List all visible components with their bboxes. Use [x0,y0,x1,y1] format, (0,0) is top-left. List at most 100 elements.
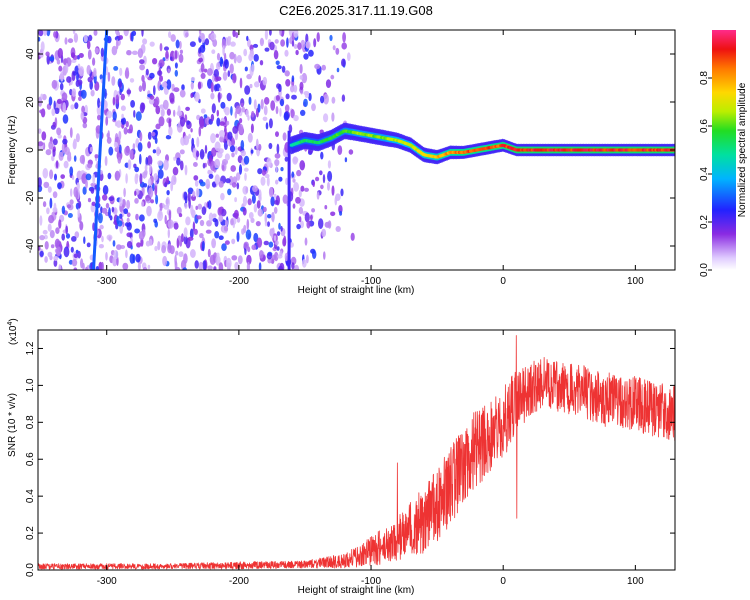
noise-blob [83,236,86,244]
noise-blob [83,34,88,43]
noise-blob [262,76,268,86]
noise-blob [61,205,66,215]
noise-blob [269,41,275,51]
noise-blob [101,261,104,270]
noise-blob [190,81,194,90]
noise-blob [49,230,55,239]
noise-blob [224,240,230,245]
colorbar-tick-label: 0.8 [699,71,710,85]
noise-blob [175,39,180,49]
noise-blob [347,52,351,61]
noise-blob [48,141,54,150]
noise-blob [327,181,330,191]
noise-blob [300,109,306,116]
noise-blob [80,258,84,269]
noise-blob [305,41,311,49]
noise-blob [71,88,77,97]
noise-blob [335,226,341,232]
noise-blob [220,192,225,201]
noise-blob [164,46,169,51]
noise-blob [293,115,299,122]
snr-frame [37,329,676,571]
noise-blob [72,30,76,35]
noise-blob [100,47,105,57]
noise-blob [104,155,108,167]
noise-blob [247,198,252,206]
noise-blob [123,208,129,215]
noise-blob [236,55,242,64]
noise-blob [157,210,164,222]
noise-blob [149,163,152,175]
noise-blob [190,92,194,99]
noise-blob [239,118,243,124]
noise-blob [49,197,53,209]
noise-blob [341,94,346,102]
noise-blob [274,39,279,44]
noise-blob [176,157,181,166]
noise-blob [53,259,58,267]
noise-blob [293,44,298,49]
noise-blob [213,84,218,92]
noise-blob [177,235,182,241]
noise-blob [211,147,217,157]
noise-blob [170,34,176,42]
noise-blob [264,220,268,227]
noise-blob [279,107,282,117]
spectrogram-x-tick-label: -300 [97,276,117,287]
noise-blob [49,56,55,62]
noise-blob [107,71,111,82]
noise-blob [179,239,183,247]
noise-blob [142,267,148,270]
noise-blob [73,155,77,162]
noise-blob [138,85,143,92]
noise-blob [157,70,163,76]
noise-blob [322,174,326,184]
noise-blob [190,204,194,216]
noise-blob [107,172,112,180]
noise-blob [59,82,64,91]
noise-blob [47,223,52,232]
noise-blob [125,121,129,128]
noise-blob [168,31,172,38]
noise-blob [210,133,216,144]
noise-blob [94,47,99,54]
noise-blob [56,246,62,257]
noise-blob [78,67,83,75]
noise-blob [234,261,239,270]
noise-blob [212,74,215,83]
noise-blob [39,215,43,226]
noise-blob [139,153,142,165]
noise-blob [219,130,225,138]
noise-blob [72,71,77,76]
noise-blob [265,122,269,130]
noise-blob [267,221,270,227]
noise-blob [56,59,61,65]
noise-blob [113,141,118,148]
noise-blob [300,185,305,192]
noise-blob [77,250,81,259]
noise-blob [161,81,168,88]
noise-blob [312,180,316,187]
noise-blob [53,100,56,111]
noise-blob [292,178,296,183]
snr-x-axis-label: Height of straight line (km) [298,585,415,596]
noise-blob [227,188,232,196]
noise-blob [38,141,44,147]
noise-blob [44,256,48,263]
noise-blob [273,50,279,60]
noise-blob [87,76,93,83]
noise-blob [82,122,88,129]
noise-blob [125,67,129,73]
noise-blob [71,236,77,242]
noise-blob [280,167,284,172]
noise-blob [264,212,268,224]
noise-blob [141,201,145,207]
noise-blob [263,105,268,116]
noise-blob [223,225,229,232]
noise-blob [148,187,154,198]
noise-blob [215,133,219,138]
noise-blob [238,123,244,135]
noise-blob [131,50,138,55]
noise-blob [337,145,343,156]
noise-blob [148,238,153,246]
